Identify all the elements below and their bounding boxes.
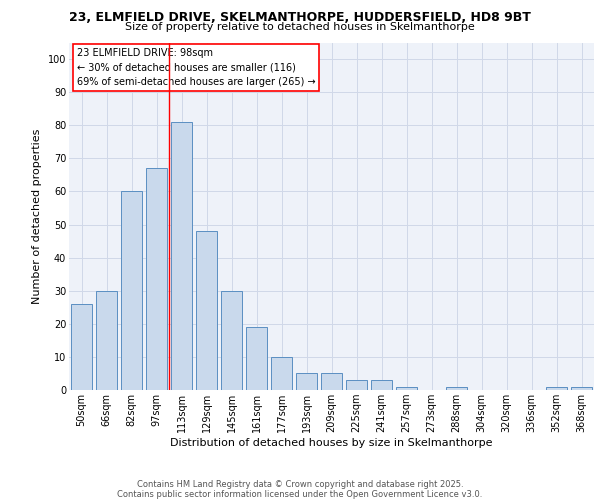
Bar <box>546 386 567 390</box>
Bar <box>246 327 267 390</box>
X-axis label: Distribution of detached houses by size in Skelmanthorpe: Distribution of detached houses by size … <box>170 438 493 448</box>
Text: 23 ELMFIELD DRIVE: 98sqm
← 30% of detached houses are smaller (116)
69% of semi-: 23 ELMFIELD DRIVE: 98sqm ← 30% of detach… <box>77 48 316 88</box>
Text: Contains HM Land Registry data © Crown copyright and database right 2025.
Contai: Contains HM Land Registry data © Crown c… <box>118 480 482 499</box>
Text: 23, ELMFIELD DRIVE, SKELMANTHORPE, HUDDERSFIELD, HD8 9BT: 23, ELMFIELD DRIVE, SKELMANTHORPE, HUDDE… <box>69 11 531 24</box>
Bar <box>321 374 342 390</box>
Bar <box>346 380 367 390</box>
Y-axis label: Number of detached properties: Number of detached properties <box>32 128 42 304</box>
Bar <box>146 168 167 390</box>
Bar <box>121 192 142 390</box>
Bar <box>396 386 417 390</box>
Bar <box>196 231 217 390</box>
Bar <box>71 304 92 390</box>
Bar <box>296 374 317 390</box>
Bar <box>571 386 592 390</box>
Bar <box>96 290 117 390</box>
Bar <box>221 290 242 390</box>
Bar <box>446 386 467 390</box>
Bar <box>271 357 292 390</box>
Bar <box>371 380 392 390</box>
Bar <box>171 122 192 390</box>
Text: Size of property relative to detached houses in Skelmanthorpe: Size of property relative to detached ho… <box>125 22 475 32</box>
